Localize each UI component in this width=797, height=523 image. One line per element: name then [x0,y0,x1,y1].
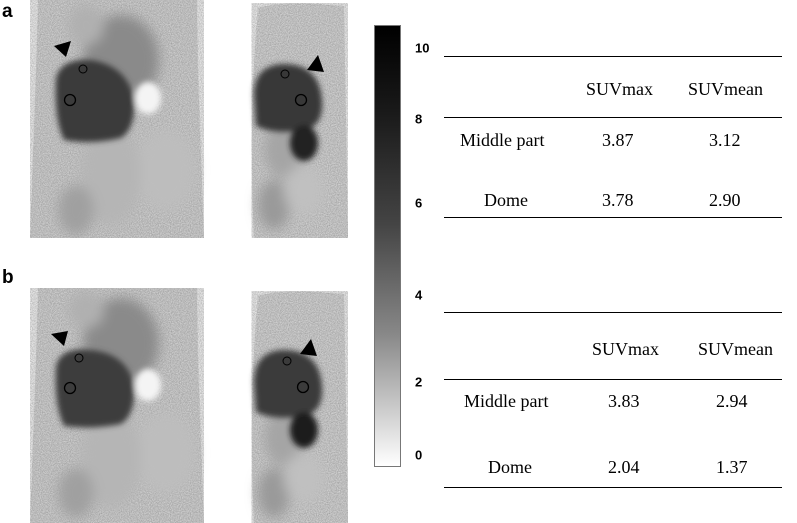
suv-table-a: SUVmax SUVmean Middle part 3.87 3.12 Dom… [444,56,782,221]
row-suvmean: 2.90 [709,190,741,210]
row-suvmax: 3.87 [602,130,634,150]
table-bottom-rule [444,487,782,488]
row-region: Middle part [460,130,545,150]
row-suvmean: 2.94 [716,391,748,411]
roi-circle-middle [296,380,310,394]
roi-circle-middle [63,93,77,107]
roi-circle-middle [63,381,77,395]
colorbar-tick-0: 0 [415,447,423,463]
arrowhead-marker [54,41,71,57]
row-suvmean: 3.12 [709,130,741,150]
arrowhead-marker [307,55,324,72]
roi-circle-dome [78,64,88,74]
panel-label-a: a [2,1,13,22]
row-suvmax: 3.83 [608,391,640,411]
roi-circle-dome [282,356,292,366]
header-suvmean: SUVmean [698,339,773,359]
roi-circle-middle [294,93,308,107]
row-suvmean: 1.37 [716,457,748,477]
table-header-rule [444,379,782,380]
table-header-rule [444,117,782,118]
suv-colorbar [374,25,401,467]
pet-image-sagittal-b [244,288,352,523]
row-region: Middle part [464,391,549,411]
colorbar-tick-2: 2 [415,374,423,390]
pet-image-coronal-a [16,0,219,238]
row-region: Dome [484,190,528,210]
table-bottom-rule [444,217,782,218]
panel-label-b: b [2,267,14,288]
arrowhead-marker [300,339,317,356]
header-suvmax: SUVmax [592,339,659,359]
roi-circle-dome [74,353,84,363]
suv-table-b: SUVmax SUVmean Middle part 3.83 2.94 Dom… [444,312,782,490]
table-top-rule [444,312,782,313]
header-suvmax: SUVmax [586,79,653,99]
row-region: Dome [488,457,532,477]
pet-image-sagittal-a [244,0,352,238]
arrowhead-marker [51,331,68,346]
colorbar-tick-4: 4 [415,287,423,303]
colorbar-tick-6: 6 [415,195,423,211]
table-top-rule [444,56,782,57]
row-suvmax: 3.78 [602,190,634,210]
header-suvmean: SUVmean [688,79,763,99]
colorbar-tick-10: 10 [415,40,430,56]
pet-image-coronal-b [16,288,219,523]
roi-circle-dome [280,69,290,79]
colorbar-tick-8: 8 [415,111,423,127]
row-suvmax: 2.04 [608,457,640,477]
